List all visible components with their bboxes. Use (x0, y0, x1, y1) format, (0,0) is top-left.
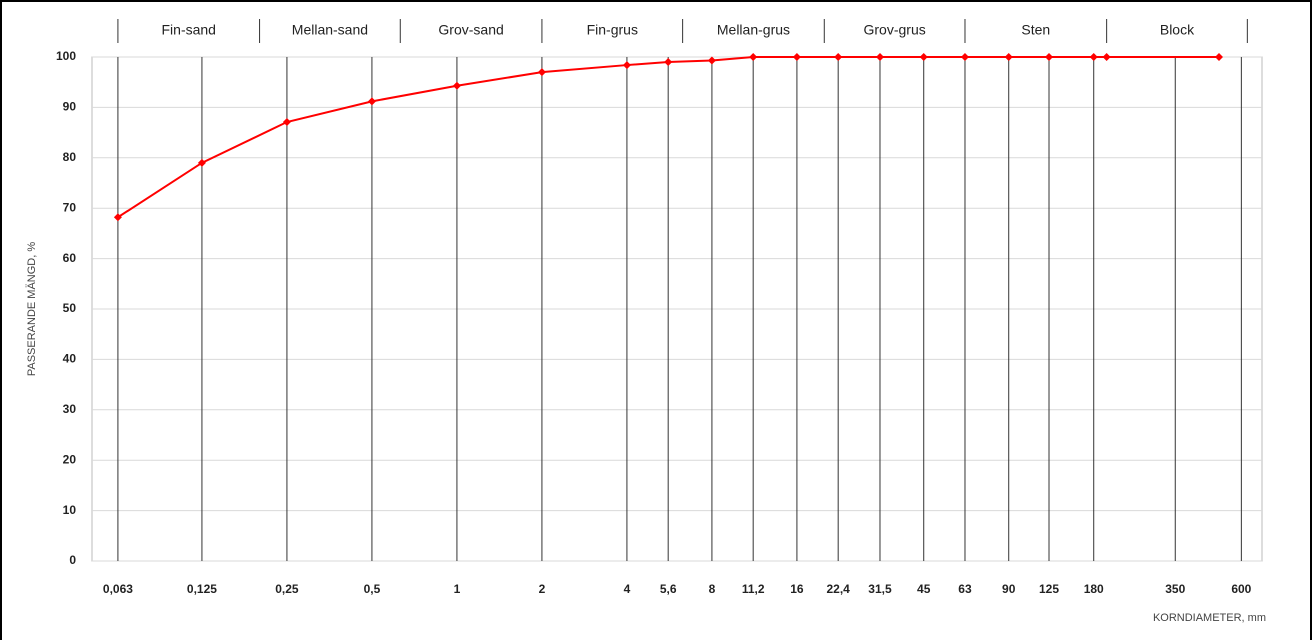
y-tick-label: 70 (63, 200, 77, 214)
y-tick-label: 100 (56, 49, 76, 63)
point-marker (622, 61, 631, 70)
fraction-label: Mellan-sand (292, 22, 368, 38)
x-tick-label: 5,6 (660, 582, 677, 596)
point-marker (834, 53, 843, 61)
point-marker (1102, 53, 1111, 61)
y-tick-label: 60 (63, 251, 77, 265)
x-tick-label: 4 (624, 582, 631, 596)
point-marker (792, 53, 801, 61)
fraction-label: Fin-sand (162, 22, 216, 38)
point-marker (875, 53, 884, 61)
x-tick-label: 0,063 (103, 582, 133, 596)
fraction-label: Mellan-grus (717, 22, 790, 38)
point-marker (197, 158, 206, 167)
x-axis-label: KORNDIAMETER, mm (1153, 612, 1266, 624)
x-tick-label: 63 (958, 582, 972, 596)
point-marker (1215, 53, 1224, 61)
x-tick-label: 600 (1231, 582, 1251, 596)
point-marker (537, 68, 546, 77)
point-marker (282, 118, 291, 127)
x-tick-label: 0,125 (187, 582, 217, 596)
fraction-label: Fin-grus (587, 22, 638, 38)
y-tick-label: 90 (63, 100, 77, 114)
x-tick-label: 125 (1039, 582, 1059, 596)
x-tick-label: 0,5 (364, 582, 381, 596)
x-tick-label: 90 (1002, 582, 1016, 596)
point-marker (664, 58, 673, 67)
point-marker (1089, 53, 1098, 61)
y-tick-label: 20 (63, 452, 77, 466)
x-tick-label: 11,2 (742, 582, 765, 596)
point-marker (919, 53, 928, 61)
point-marker (749, 53, 758, 61)
point-marker (960, 53, 969, 61)
y-tick-label: 30 (63, 402, 77, 416)
x-tick-label: 0,25 (275, 582, 299, 596)
x-tick-label: 8 (709, 582, 716, 596)
x-tick-label: 31,5 (868, 582, 892, 596)
x-tick-label: 1 (454, 582, 461, 596)
x-tick-label: 180 (1084, 582, 1104, 596)
y-tick-label: 0 (69, 553, 76, 567)
fraction-label: Grov-sand (438, 22, 503, 38)
y-tick-label: 40 (63, 352, 77, 366)
x-tick-label: 350 (1165, 582, 1185, 596)
fraction-label: Block (1160, 22, 1195, 38)
x-tick-label: 22,4 (826, 582, 850, 596)
fraction-label: Grov-grus (864, 22, 926, 38)
y-axis-label: PASSERANDE MÄNGD, % (26, 242, 38, 376)
y-tick-label: 80 (63, 150, 77, 164)
y-tick-label: 10 (63, 503, 77, 517)
series-line (117, 56, 1220, 219)
y-tick-label: 50 (63, 301, 77, 315)
point-marker (113, 213, 122, 222)
point-marker (1004, 53, 1013, 61)
x-tick-label: 45 (917, 582, 931, 596)
point-marker (452, 81, 461, 90)
x-tick-label: 2 (539, 582, 546, 596)
x-tick-label: 16 (790, 582, 804, 596)
point-marker (367, 97, 376, 106)
point-marker (1045, 53, 1054, 61)
fraction-label: Sten (1021, 22, 1050, 38)
point-marker (707, 56, 716, 65)
